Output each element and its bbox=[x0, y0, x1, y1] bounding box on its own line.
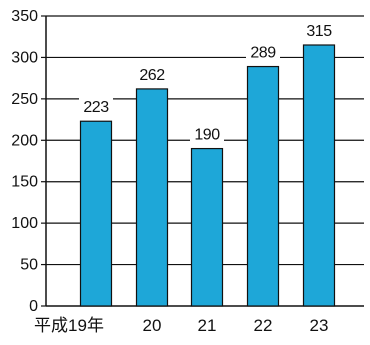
y-axis-tick-label: 0 bbox=[29, 298, 38, 315]
y-axis-tick-label: 150 bbox=[11, 174, 38, 191]
bar bbox=[246, 65, 280, 307]
data-label: 315 bbox=[306, 23, 332, 40]
bar bbox=[190, 147, 224, 307]
data-label-background bbox=[246, 40, 280, 61]
data-label: 262 bbox=[139, 67, 165, 84]
y-axis-tick-label: 300 bbox=[11, 49, 38, 66]
data-label-background bbox=[190, 122, 224, 143]
x-axis-category-label: 20 bbox=[143, 316, 162, 335]
y-axis-tick-label: 200 bbox=[11, 132, 38, 149]
y-axis-tick-label: 100 bbox=[11, 215, 38, 232]
data-label: 289 bbox=[250, 45, 276, 62]
data-label: 190 bbox=[194, 127, 220, 144]
x-axis-category-label: 平成19年 bbox=[34, 316, 104, 335]
bar-layer bbox=[79, 44, 336, 307]
y-axis-tick-label: 350 bbox=[11, 8, 38, 25]
x-axis-category-label: 23 bbox=[310, 316, 329, 335]
data-label-background bbox=[135, 62, 169, 83]
axis-layer bbox=[41, 15, 47, 307]
bar bbox=[135, 88, 169, 307]
label-layer: 0 50 100 150 200 250 300 350 223 平成19年 262 20 190 21 2… bbox=[11, 8, 336, 335]
y-axis-tick-label: 50 bbox=[20, 257, 38, 274]
data-label-background bbox=[302, 19, 336, 39]
bar bbox=[302, 44, 336, 307]
x-axis-category-label: 22 bbox=[254, 316, 273, 335]
data-label: 223 bbox=[83, 99, 109, 116]
y-axis-tick-label: 250 bbox=[11, 91, 38, 108]
data-label-background bbox=[79, 95, 113, 116]
x-axis-category-label: 21 bbox=[198, 316, 217, 335]
bar bbox=[79, 120, 113, 307]
